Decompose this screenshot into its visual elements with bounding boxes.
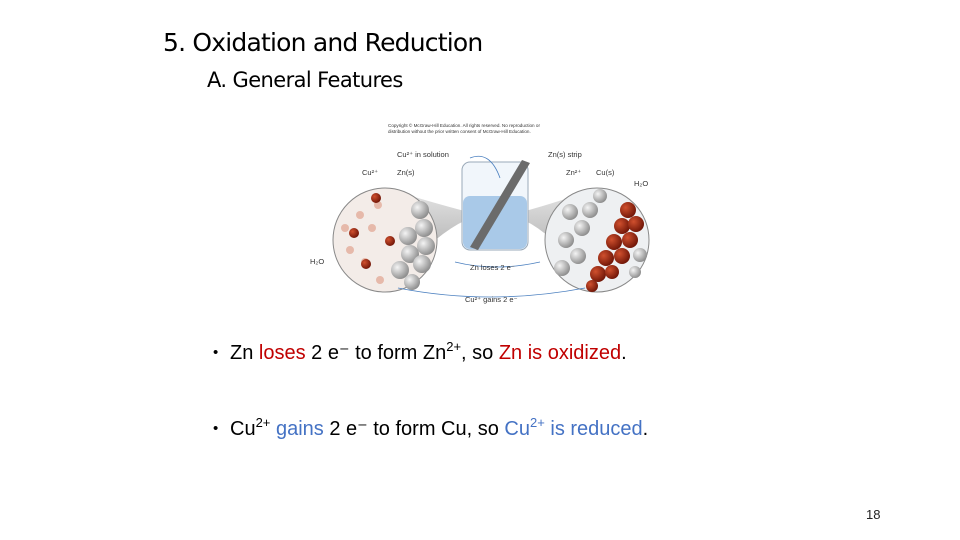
figure-label: H₂O (310, 257, 324, 266)
slide-subtitle: A. General Features (207, 68, 403, 92)
bullet-marker: • (213, 420, 219, 437)
text-run: Cu (504, 418, 530, 440)
arrow (397, 287, 586, 298)
copyright: distribution without the prior written c… (388, 129, 531, 134)
figure-label: Zn(s) strip (548, 150, 582, 159)
slide-title: 5. Oxidation and Reduction (163, 28, 483, 57)
text-run: , so (461, 342, 499, 364)
text-run: 2+ (446, 339, 462, 354)
text-run: . (621, 342, 627, 364)
text-run: Zn (230, 342, 259, 364)
figure: Copyright © McGraw-Hill Education. All r… (310, 122, 650, 304)
figure-label: Cu²⁺ gains 2 e⁻ (465, 295, 518, 304)
text-run: Cu (230, 418, 256, 440)
arrow (469, 155, 501, 179)
figure-label: Cu²⁺ in solution (397, 150, 449, 159)
figure-label: Cu(s) (596, 168, 615, 177)
figure-label: Zn(s) (397, 168, 415, 177)
text-run: . (642, 418, 649, 440)
bullet-marker: • (213, 344, 219, 361)
text-run: 2 e⁻ to form Zn (305, 342, 447, 364)
arrow (454, 261, 541, 268)
bullet: • Zn loses 2 e⁻ to form Zn2+, so Zn is ox… (213, 340, 627, 365)
text-run: is reduced (544, 418, 643, 440)
text-run: gains (275, 418, 324, 440)
zinc-strip (470, 160, 530, 250)
figure-label: H₂O (634, 179, 648, 188)
text-run: Zn is oxidized (498, 342, 622, 364)
bullet: • Cu2+ gains 2 e⁻ to form Cu, so Cu2+ is … (213, 416, 648, 441)
text-run: 2 e⁻ to form Cu, so (323, 418, 505, 440)
figure-label: Cu²⁺ (362, 168, 378, 177)
solution (463, 196, 527, 249)
text-run: loses (258, 342, 306, 364)
figure-label: Zn loses 2 e⁻ (470, 263, 515, 272)
particles (554, 189, 647, 292)
figure-label: Zn²⁺ (566, 168, 581, 177)
page-number: 18 (866, 507, 881, 522)
text-run: 2+ (529, 415, 545, 430)
copyright: Copyright © McGraw-Hill Education. All r… (388, 122, 540, 128)
text-run: 2+ (255, 415, 271, 430)
particles (341, 193, 435, 290)
